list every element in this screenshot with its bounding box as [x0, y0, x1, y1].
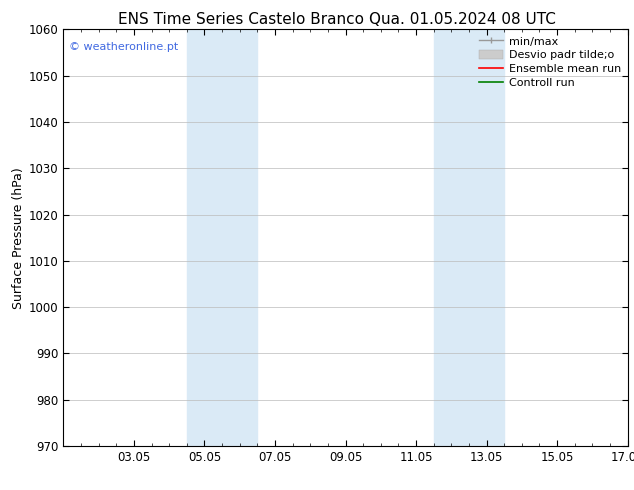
Text: © weatheronline.pt: © weatheronline.pt [69, 42, 178, 52]
Text: Qua. 01.05.2024 08 UTC: Qua. 01.05.2024 08 UTC [370, 12, 556, 27]
Bar [434, 29, 504, 446]
Text: ENS Time Series Castelo Branco: ENS Time Series Castelo Branco [118, 12, 364, 27]
Legend: min/max, Desvio padr tilde;o, Ensemble mean run, Controll run: min/max, Desvio padr tilde;o, Ensemble m… [474, 32, 625, 92]
Bar [187, 29, 257, 446]
Y-axis label: Surface Pressure (hPa): Surface Pressure (hPa) [11, 167, 25, 309]
